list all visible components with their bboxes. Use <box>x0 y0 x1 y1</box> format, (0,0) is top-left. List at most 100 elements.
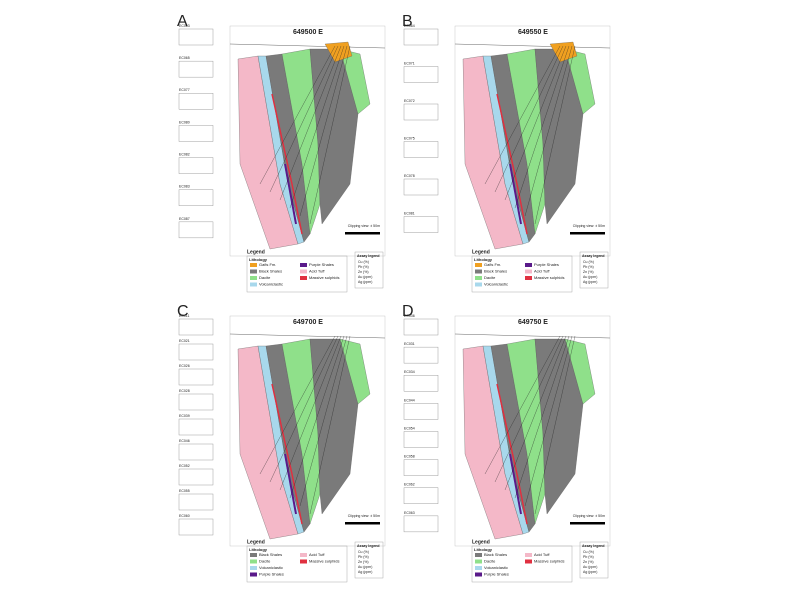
assay-item: Pb (%) <box>358 265 369 269</box>
hole-id: EC063 <box>179 24 190 28</box>
section-title: 649500 E <box>293 29 323 36</box>
assay-box <box>403 216 439 233</box>
drill-trace <box>269 45 339 193</box>
hole-id: EC060 <box>179 514 190 518</box>
hole-id: EC077 <box>179 88 190 92</box>
hole-id: EC026 <box>179 364 190 368</box>
sulphide-lens <box>496 383 528 525</box>
assay-item: Au (ppm) <box>358 565 372 569</box>
scale-bar <box>570 522 605 525</box>
hole-id: EC031 <box>404 342 415 346</box>
drill-trace <box>484 335 561 475</box>
legend-swatch <box>250 276 257 280</box>
legend-swatch <box>250 553 257 557</box>
legend-swatch <box>475 566 482 570</box>
assay-item: Zn (%) <box>583 270 594 274</box>
assay-box <box>178 189 214 206</box>
legend-swatch <box>525 559 532 564</box>
assay-item: Ag (ppm) <box>583 280 597 284</box>
assay-title: Assay legend <box>582 254 605 258</box>
assay-box <box>178 60 214 78</box>
legend-label: Massive sulphids <box>309 275 339 280</box>
legend-swatch <box>475 559 482 564</box>
drill-trace <box>309 335 351 515</box>
drill-trace <box>524 45 573 217</box>
assay-item: Cu (%) <box>583 550 594 554</box>
sulphide-lens <box>271 93 303 235</box>
legend-swatch <box>525 269 532 274</box>
legend-box <box>471 255 573 293</box>
purple-shale <box>509 453 522 515</box>
drill-trace <box>514 45 570 209</box>
legend-label: Purple Shales <box>259 572 284 577</box>
legend-title: Legend <box>247 539 265 545</box>
sulphide-lens <box>271 383 303 525</box>
assay-box <box>178 468 214 486</box>
hole-id: EC058 <box>404 455 415 459</box>
legend-label: Volcaniclastic <box>259 282 283 287</box>
drill-trace <box>279 335 342 491</box>
assay-item: Zn (%) <box>358 560 369 564</box>
assay-title: Assay legend <box>357 254 380 258</box>
assay-item: Pb (%) <box>583 555 594 559</box>
assay-item: Zn (%) <box>583 560 594 564</box>
dacite <box>564 48 596 115</box>
legend-label: Dacite <box>259 275 271 280</box>
legend-swatch <box>300 263 307 267</box>
drill-trace <box>534 335 576 515</box>
legend-swatch <box>250 566 257 570</box>
clipping: Clipping view: ± 50m <box>348 224 380 228</box>
hole-id: EC075 <box>404 136 415 140</box>
topography <box>229 43 386 49</box>
drill-trace <box>524 335 573 507</box>
legend-box <box>246 545 348 583</box>
hole-id: EC011 <box>179 314 189 318</box>
legend-label: Massive sulphids <box>534 275 564 280</box>
legend-label: Acid Tuff <box>309 269 325 274</box>
legend-swatch <box>250 282 257 287</box>
assay-item: Au (ppm) <box>583 565 597 569</box>
drill-trace <box>289 335 345 499</box>
legend-label: Black Shales <box>259 269 282 274</box>
drill-trace <box>504 45 567 201</box>
hole-id: EC055 <box>179 489 190 493</box>
assay-item: Pb (%) <box>358 555 369 559</box>
assay-title: Assay legend <box>357 544 380 548</box>
legend-label: Black Shales <box>484 552 507 557</box>
legend-label: Acid Tuff <box>309 552 325 557</box>
hole-id: EC081 <box>404 211 415 215</box>
hole-id: EC080 <box>179 120 190 124</box>
assay-item: Ag (ppm) <box>358 280 372 284</box>
dacite <box>339 48 371 115</box>
assay-box <box>178 157 214 174</box>
section-title: 649700 E <box>293 319 323 326</box>
legend-swatch <box>525 553 532 557</box>
legend-title: Legend <box>472 539 490 545</box>
legend-label: Massive sulphids <box>309 559 339 564</box>
legend-label: Black Shales <box>484 269 507 274</box>
drill-trace <box>289 45 345 209</box>
drill-trace <box>259 45 336 185</box>
hole-id: EC072 <box>404 99 415 103</box>
assay-title: Assay legend <box>582 544 605 548</box>
legend-swatch <box>475 263 482 267</box>
hole-id: EC044 <box>404 398 415 402</box>
drill-trace <box>279 45 342 201</box>
drill-trace <box>309 45 351 225</box>
assay-item: Pb (%) <box>583 265 594 269</box>
legend-swatch <box>300 559 307 564</box>
assay-box <box>403 515 439 533</box>
panel-label: C <box>177 303 189 320</box>
assay-box <box>178 443 214 461</box>
legend-title: Legend <box>472 249 490 255</box>
legend-swatch <box>250 559 257 564</box>
assay-item: Cu (%) <box>358 550 369 554</box>
assay-box <box>403 487 439 504</box>
legend-box <box>246 255 348 293</box>
legend-label: Acid Tuff <box>534 552 550 557</box>
purple-shale <box>284 163 297 225</box>
assay-box <box>403 431 439 448</box>
legend-label: Dacite <box>484 559 496 564</box>
